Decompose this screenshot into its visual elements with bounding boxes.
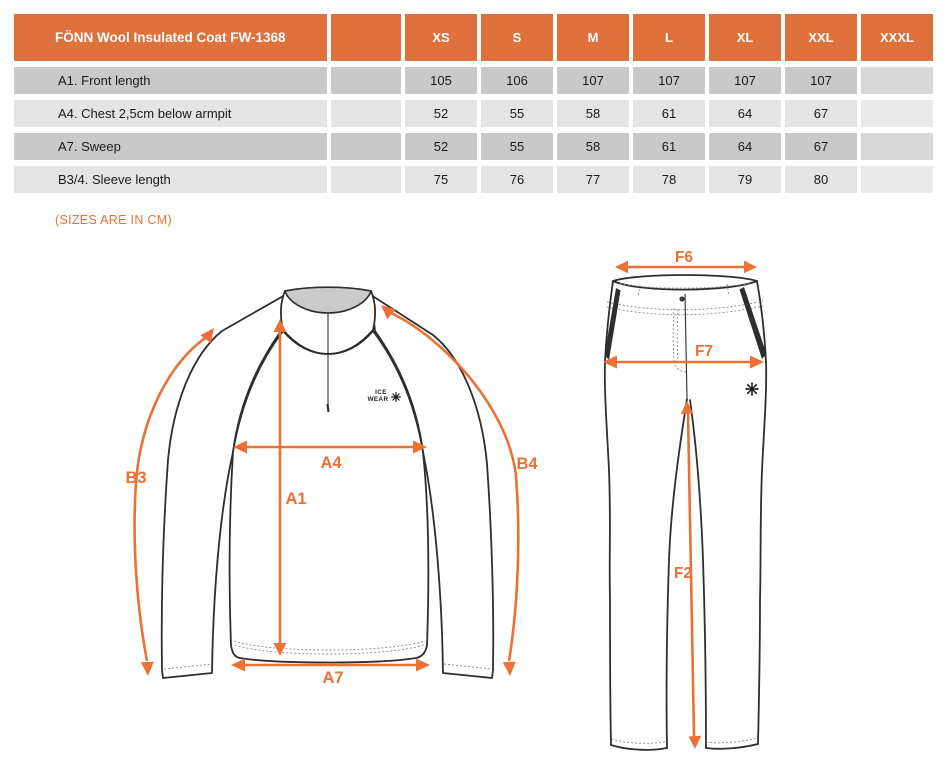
size-header-xl: XL	[709, 14, 781, 61]
arrow-a4	[233, 440, 427, 454]
size-header-l: L	[633, 14, 705, 61]
value-cell-empty	[861, 67, 933, 94]
value-cell: 52	[405, 100, 477, 127]
value-cell: 76	[481, 166, 553, 193]
pants-fly-stitch	[676, 308, 679, 363]
size-header-xs: XS	[405, 14, 477, 61]
value-cell: 67	[785, 100, 857, 127]
value-cell: 58	[557, 100, 629, 127]
brand-snowflake-icon	[390, 391, 402, 403]
pants-leg-right-outer	[757, 361, 768, 745]
row-empty-cell	[331, 100, 401, 127]
label-a4: A4	[320, 454, 342, 472]
value-cell: 107	[557, 67, 629, 94]
arrow-b3	[133, 328, 214, 676]
pants-diagram: F6 F7 F2	[603, 249, 768, 751]
pants-waistband-stitch	[606, 300, 764, 311]
pants-waist-opening	[612, 274, 758, 291]
label-a1: A1	[285, 490, 306, 508]
value-cell: 55	[481, 133, 553, 160]
row-label: A4. Chest 2,5cm below armpit	[14, 100, 327, 127]
size-header-xxl: XXL	[785, 14, 857, 61]
brand-logo-line2: WEAR	[368, 396, 389, 403]
pants-center-seam	[684, 293, 688, 399]
table-title-cell: FÖNN Wool Insulated Coat FW-1368	[14, 14, 327, 61]
value-cell: 79	[709, 166, 781, 193]
table-header-empty-cell	[331, 14, 401, 61]
arrow-a1	[273, 319, 287, 656]
label-b4: B4	[516, 455, 538, 473]
arrow-f6	[615, 260, 757, 274]
jacket-diagram: ICE WEAR B3 A4 A1 B4 A7	[125, 286, 538, 687]
value-cell: 106	[481, 67, 553, 94]
jacket-hem-stitch	[233, 640, 426, 651]
jacket-cuff-stitch-left	[163, 663, 213, 670]
arrow-a7	[231, 658, 430, 672]
size-header-m: M	[557, 14, 629, 61]
label-f6: F6	[675, 249, 693, 266]
label-f7: F7	[695, 343, 713, 360]
value-cell: 105	[405, 67, 477, 94]
size-table: FÖNN Wool Insulated Coat FW-1368 XS S M …	[14, 14, 933, 193]
arrow-b4	[381, 305, 520, 676]
pants-leg-left-inseam	[665, 398, 688, 749]
value-cell: 64	[709, 100, 781, 127]
value-cell: 78	[633, 166, 705, 193]
size-header-s: S	[481, 14, 553, 61]
jacket-hem-stitch	[234, 644, 425, 655]
jacket-zipper-pull	[326, 403, 330, 413]
jacket-collar-inside	[284, 286, 372, 314]
arrow-f2	[680, 401, 702, 749]
row-empty-cell	[331, 133, 401, 160]
pants-waistband-stitch	[606, 305, 764, 316]
snowflake-icon	[745, 382, 759, 396]
label-b3: B3	[125, 469, 146, 487]
value-cell: 75	[405, 166, 477, 193]
value-cell-empty	[861, 100, 933, 127]
value-cell: 107	[709, 67, 781, 94]
value-cell: 61	[633, 133, 705, 160]
pants-hem-right	[705, 743, 759, 750]
pants-hem-stitch-left	[611, 738, 667, 744]
value-cell: 80	[785, 166, 857, 193]
pants-fly-stitch	[672, 307, 675, 362]
pants-waist-stitch	[619, 282, 751, 289]
pants-pocket-right	[739, 287, 767, 359]
value-cell-empty	[861, 133, 933, 160]
value-cell: 107	[633, 67, 705, 94]
value-cell: 67	[785, 133, 857, 160]
jacket-body	[228, 330, 430, 664]
label-f2: F2	[674, 565, 692, 582]
row-label: A7. Sweep	[14, 133, 327, 160]
brand-logo-line1: ICE	[375, 389, 387, 396]
pants-leg-left-outer	[603, 361, 612, 746]
row-label: A1. Front length	[14, 67, 327, 94]
pants-leg-right-inseam	[689, 399, 707, 749]
value-cell: 52	[405, 133, 477, 160]
pants-side-right-upper	[756, 280, 767, 363]
value-cell: 64	[709, 133, 781, 160]
value-cell: 58	[557, 133, 629, 160]
value-cell: 61	[633, 100, 705, 127]
size-header-xxxl: XXXL	[861, 14, 933, 61]
sizes-note: (SIZES ARE IN CM)	[55, 213, 172, 227]
pants-button	[679, 296, 685, 302]
label-a7: A7	[322, 669, 343, 687]
pants-hem-left	[610, 744, 668, 751]
row-empty-cell	[331, 67, 401, 94]
arrow-f7	[603, 355, 764, 369]
value-cell: 55	[481, 100, 553, 127]
value-cell: 77	[557, 166, 629, 193]
pants-hem-stitch-right	[705, 737, 758, 744]
value-cell-empty	[861, 166, 933, 193]
value-cell: 107	[785, 67, 857, 94]
row-label: B3/4. Sleeve length	[14, 166, 327, 193]
row-empty-cell	[331, 166, 401, 193]
pants-pocket-left	[604, 288, 621, 360]
